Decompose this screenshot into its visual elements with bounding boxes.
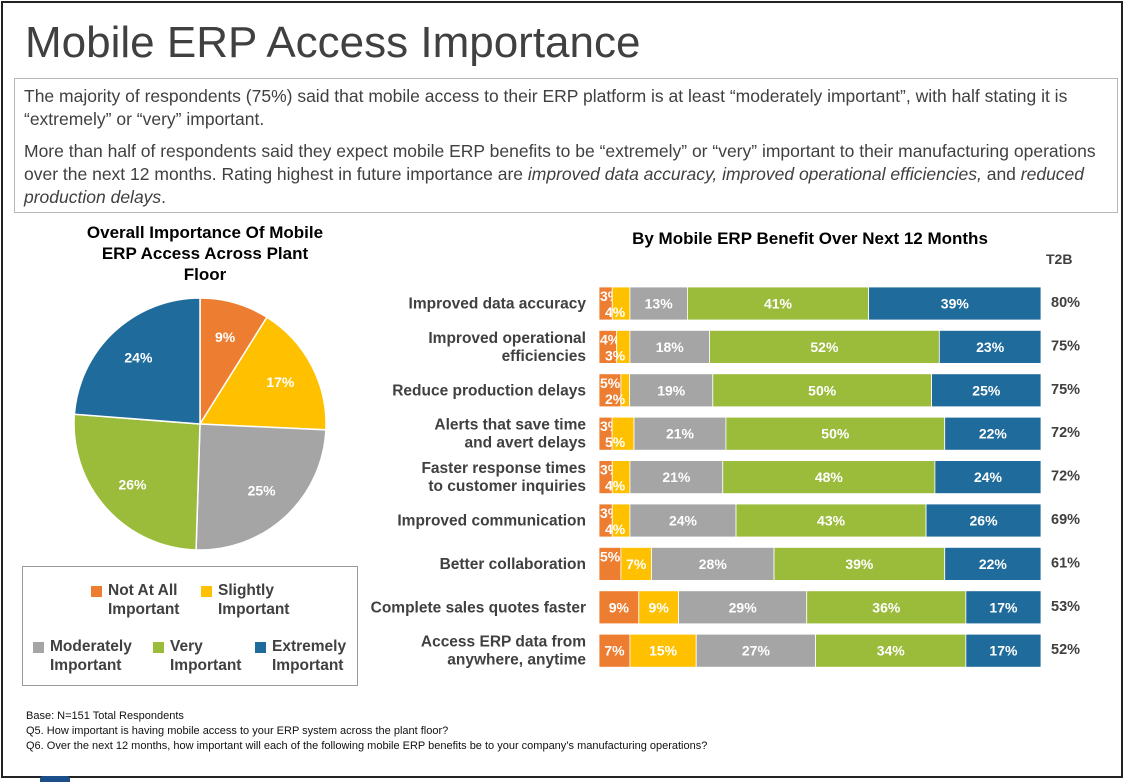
pie-slice-label-0: 9% xyxy=(215,329,236,345)
summary-paragraph-2: More than half of respondents said they … xyxy=(24,141,1096,207)
legend-label-moderately: Moderately Important xyxy=(50,638,132,674)
page-title: Mobile ERP Access Importance xyxy=(25,18,641,67)
legend-swatch-moderately xyxy=(33,642,44,653)
footnote-q6: Q6. Over the next 12 months, how importa… xyxy=(26,740,708,752)
bar-chart-title: By Mobile ERP Benefit Over Next 12 Month… xyxy=(632,229,988,248)
legend-label-not-at-all: Not At All Important xyxy=(108,582,180,618)
pie-slice-2 xyxy=(195,423,327,551)
footnotes: Base: N=151 Total Respondents Q5. How im… xyxy=(26,709,707,754)
pie-slice-1 xyxy=(198,316,327,431)
legend-swatch-not-at-all xyxy=(91,586,102,597)
logo-fragment xyxy=(40,776,70,782)
legend-swatch-very xyxy=(153,642,164,653)
legend-item-slightly: Slightly Important xyxy=(201,581,289,619)
pie-legend: Not At All Important Slightly Important … xyxy=(22,566,358,686)
pie-slice-3 xyxy=(73,413,201,551)
pie-slice-label-3: 26% xyxy=(118,477,147,493)
footnote-q5: Q5. How important is having mobile acces… xyxy=(26,725,449,737)
legend-item-very: Very Important xyxy=(153,637,241,675)
pie-slice-label-2: 25% xyxy=(248,483,277,499)
legend-item-extremely: Extremely Important xyxy=(255,637,346,675)
summary-box: The majority of respondents (75%) said t… xyxy=(14,78,1118,213)
pie-chart: 9% 17% 25% 26% 24% xyxy=(73,297,327,551)
t2b-header: T2B xyxy=(1046,251,1073,267)
legend-label-extremely: Extremely Important xyxy=(272,638,347,674)
pie-slice-label-1: 17% xyxy=(266,374,295,390)
legend-swatch-extremely xyxy=(255,642,266,653)
legend-label-very: Very Important xyxy=(170,638,242,674)
legend-swatch-slightly xyxy=(201,586,212,597)
legend-item-not-at-all: Not At All Important xyxy=(91,581,179,619)
footnote-base: Base: N=151 Total Respondents xyxy=(26,710,184,722)
legend-item-moderately: Moderately Important xyxy=(33,637,132,675)
pie-chart-title: Overall Importance Of Mobile ERP Access … xyxy=(86,223,324,284)
legend-label-slightly: Slightly Important xyxy=(218,582,290,618)
summary-paragraph-1: The majority of respondents (75%) said t… xyxy=(24,86,1068,129)
pie-slice-4 xyxy=(73,297,201,425)
pie-slice-label-4: 24% xyxy=(124,349,153,365)
